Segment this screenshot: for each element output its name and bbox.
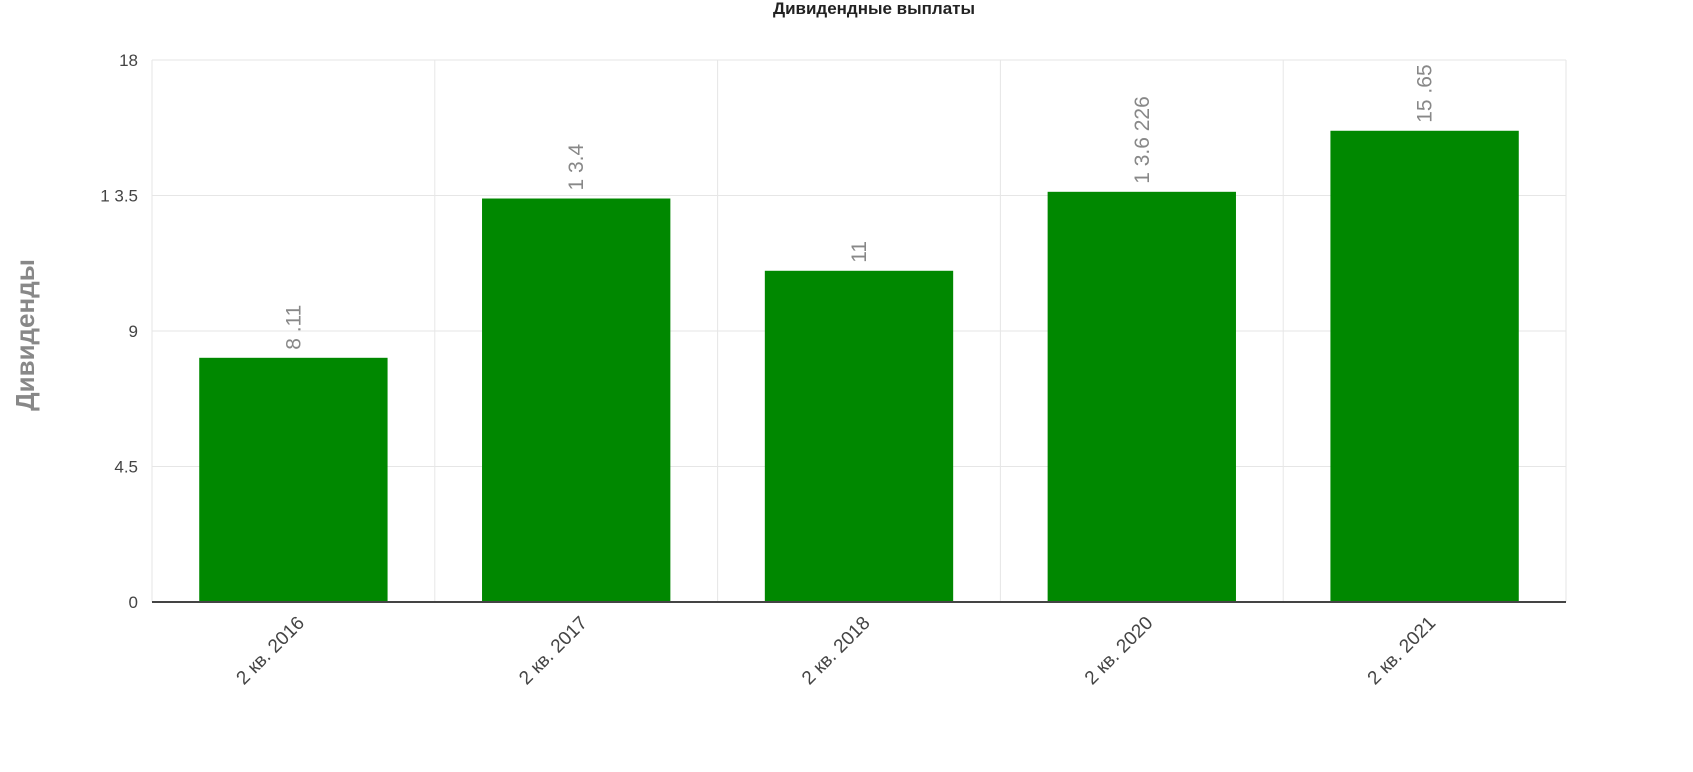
bar: [764, 270, 954, 602]
y-tick-label: 0: [129, 593, 138, 612]
y-tick-label: 4.5: [114, 458, 138, 477]
x-tick-label: 2 кв. 2020: [1081, 613, 1157, 689]
bar: [199, 357, 388, 602]
y-tick-label: 1 3.5: [100, 187, 138, 206]
y-axis-label: Дивиденды: [10, 259, 40, 411]
bar: [1330, 130, 1519, 602]
x-tick-label: 2 кв. 2016: [233, 613, 309, 689]
y-tick-label: 9: [129, 322, 138, 341]
x-tick-label: 2 кв. 2018: [798, 613, 874, 689]
bar: [482, 198, 671, 602]
y-tick-label: 18: [119, 51, 138, 70]
value-label: 1 3.4: [565, 143, 588, 190]
value-label: 8 .11: [282, 305, 305, 350]
chart-title: Дивидендные выплаты: [773, 0, 975, 18]
x-tick-label: 2 кв. 2021: [1364, 613, 1440, 689]
x-tick-label: 2 кв. 2017: [515, 613, 591, 689]
value-label: 1 3.6 226: [1131, 96, 1154, 184]
value-label: 15 .65: [1414, 64, 1437, 122]
value-label: 11: [848, 241, 871, 263]
bar: [1047, 191, 1236, 602]
